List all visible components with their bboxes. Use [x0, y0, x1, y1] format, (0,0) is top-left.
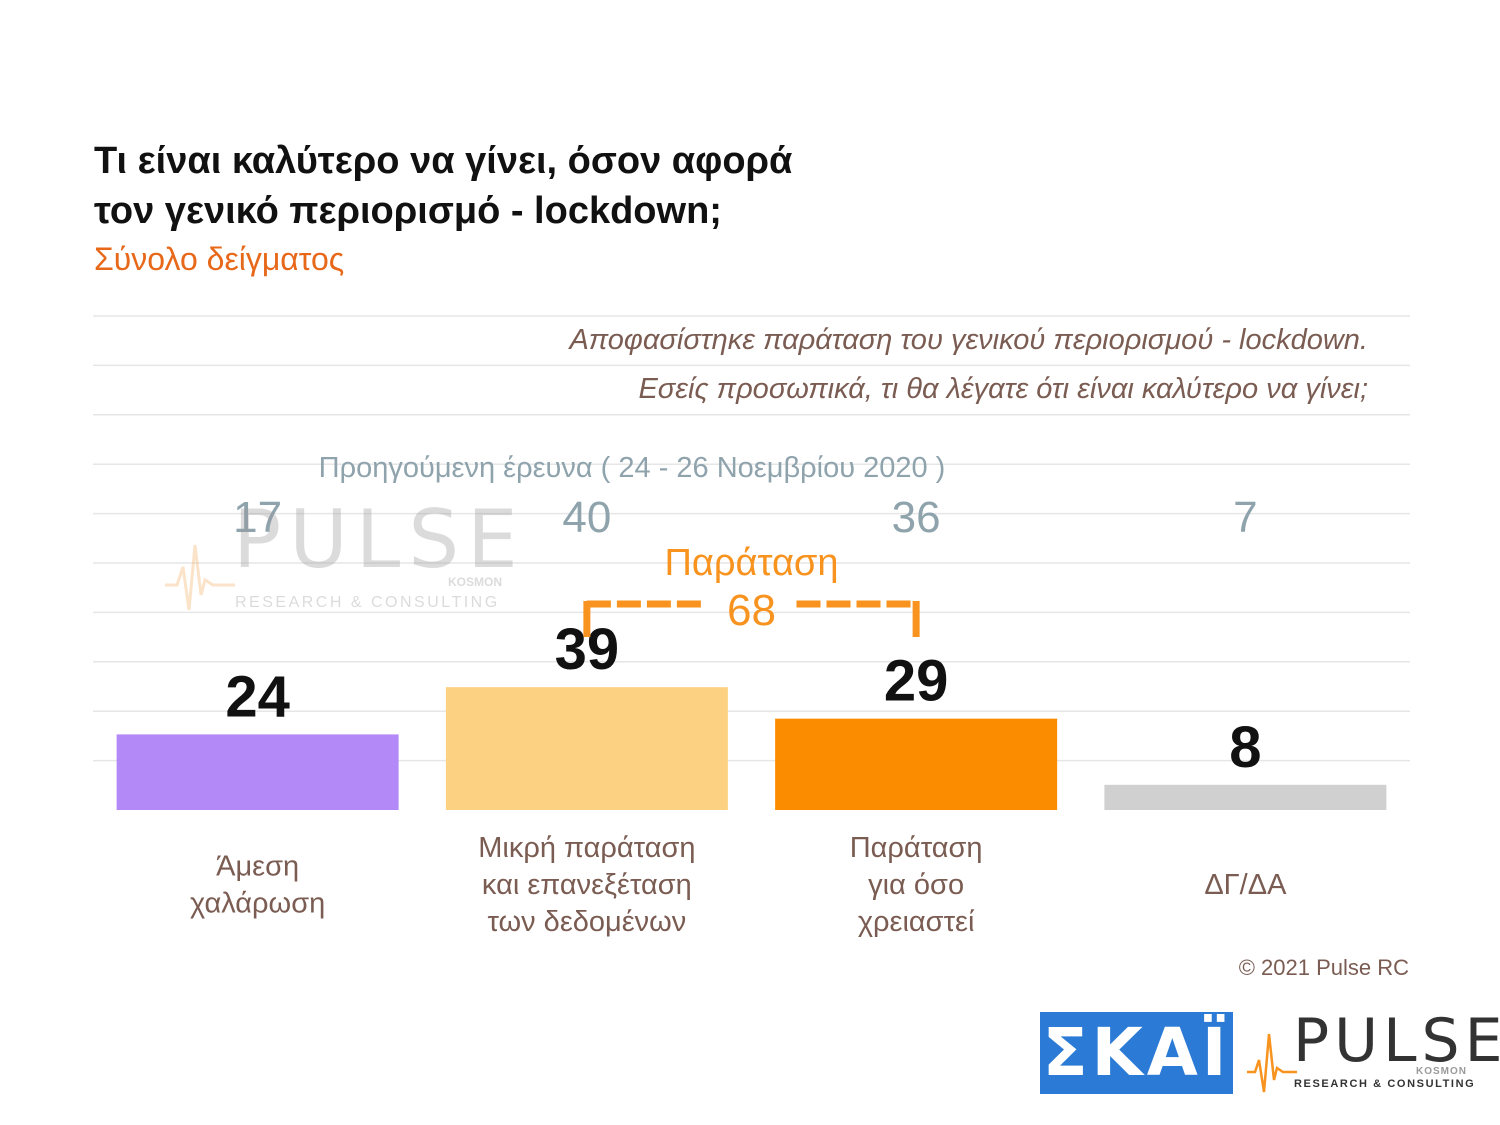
chart-subtitle: Σύνολο δείγματος [94, 241, 345, 277]
category-label: Άμεση χαλάρωση [190, 851, 325, 920]
bar [445, 687, 728, 810]
previous-value-label: 36 [892, 493, 941, 542]
title-line-1: Τι είναι καλύτερο να γίνει, όσον αφορά [94, 140, 793, 182]
category-label: Παράταση για όσο χρειαστεί [850, 832, 983, 938]
pulse-logo: PULSE KOSMON RESEARCH & CONSULTING [1245, 1006, 1500, 1100]
value-label: 29 [884, 649, 949, 714]
previous-survey-label: Προηγούμενη έρευνα ( 24 - 26 Νοεμβρίου 2… [319, 452, 946, 484]
question-line-1: Αποφασίστηκε παράταση του γενικού περιορ… [563, 320, 1368, 360]
heartbeat-icon [165, 544, 235, 611]
question-line-2: Εσείς προσωπικά, τι θα λέγατε ότι είναι … [632, 369, 1368, 409]
watermark-tagline: RESEARCH & CONSULTING [235, 594, 500, 611]
value-label: 8 [1229, 715, 1261, 780]
bracket-label: Παράταση [664, 542, 838, 584]
chart-title: Τι είναι καλύτερο να γίνει, όσον αφορά τ… [94, 136, 994, 236]
previous-value-label: 7 [1233, 493, 1257, 542]
pulse-logo-word: PULSE [1293, 1006, 1500, 1076]
bracket-value: 68 [727, 586, 776, 635]
title-line-2: τον γενικό περιορισμό - lockdown; [94, 190, 722, 232]
category-label: ΔΓ/ΔΑ [1204, 869, 1287, 901]
category-label: Μικρή παράταση και επανεξέταση των δεδομέν… [478, 832, 695, 938]
bar [116, 734, 399, 810]
copyright: © 2021 Pulse RC [1238, 955, 1409, 980]
bar [775, 718, 1058, 810]
watermark-kosmon: KOSMON [448, 575, 502, 589]
skai-logo: ΣΚΑΪ [1040, 1012, 1233, 1094]
previous-value-label: 17 [233, 493, 282, 542]
value-label: 24 [225, 664, 290, 729]
pulse-logo-kosmon: KOSMON [1416, 1066, 1467, 1077]
previous-value-label: 40 [562, 493, 611, 542]
bar [1104, 784, 1387, 810]
pulse-watermark: PULSE KOSMON RESEARCH & CONSULTING [165, 495, 518, 625]
watermark-word: PULSE [233, 493, 526, 586]
pulse-logo-tagline: RESEARCH & CONSULTING [1294, 1078, 1476, 1090]
heartbeat-icon [1247, 1033, 1297, 1093]
